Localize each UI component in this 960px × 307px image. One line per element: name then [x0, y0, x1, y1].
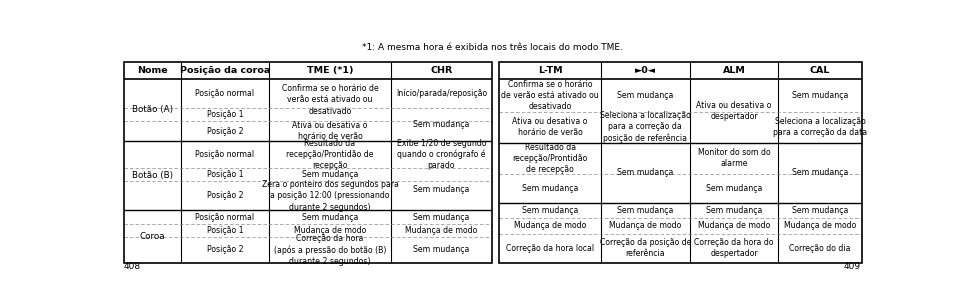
Text: Posição normal: Posição normal [196, 212, 254, 222]
Text: Sem mudança: Sem mudança [792, 91, 849, 100]
Text: Correção da hora local: Correção da hora local [506, 244, 594, 253]
Text: Posição 1: Posição 1 [206, 170, 243, 179]
Text: Ativa ou desativa o
despertador: Ativa ou desativa o despertador [696, 101, 772, 121]
Text: Monitor do som do
alarme: Monitor do som do alarme [698, 148, 770, 168]
Text: ALM: ALM [723, 66, 746, 75]
Text: Botão (A): Botão (A) [132, 105, 173, 114]
Text: Posição 1: Posição 1 [206, 110, 243, 119]
Text: Nome: Nome [137, 66, 168, 75]
Text: Exibe 1/20 de segundo
quando o cronógrafo é
parado: Exibe 1/20 de segundo quando o cronógraf… [396, 138, 486, 170]
Text: Correção do dia: Correção do dia [789, 244, 851, 253]
Text: ►0◄: ►0◄ [635, 66, 656, 75]
Text: Mudança de modo: Mudança de modo [405, 226, 477, 235]
Text: Sem mudança: Sem mudança [617, 91, 674, 100]
Text: Sem mudança: Sem mudança [413, 246, 469, 255]
Text: Sem mudança: Sem mudança [301, 212, 358, 222]
Text: Início/parada/reposição: Início/parada/reposição [396, 89, 487, 98]
Text: Ativa ou desativa o
horário de verão: Ativa ou desativa o horário de verão [513, 117, 588, 137]
Text: Mudança de modo: Mudança de modo [294, 226, 366, 235]
Text: Sem mudança: Sem mudança [617, 168, 674, 177]
Bar [124, 62, 492, 262]
Text: Posição 1: Posição 1 [206, 226, 243, 235]
Text: Posição 2: Posição 2 [206, 246, 243, 255]
Text: Posição normal: Posição normal [196, 89, 254, 98]
Text: L-TM: L-TM [538, 66, 563, 75]
Text: Mudança de modo: Mudança de modo [514, 221, 587, 231]
Text: CHR: CHR [430, 66, 452, 75]
Text: Ativa ou desativa o
horário de verão: Ativa ou desativa o horário de verão [292, 121, 368, 141]
Text: Sem mudança: Sem mudança [413, 185, 469, 194]
Text: Sem mudança: Sem mudança [706, 184, 762, 193]
Text: Sem mudança: Sem mudança [617, 206, 674, 215]
Text: Botão (B): Botão (B) [132, 171, 173, 180]
Text: Seleciona a localização
para a correção da data: Seleciona a localização para a correção … [773, 117, 867, 137]
Text: Confirma se o horário de
verão está ativado ou
desativado: Confirma se o horário de verão está ativ… [281, 84, 378, 115]
Text: Sem mudança: Sem mudança [706, 206, 762, 215]
Text: *1: A mesma hora é exibida nos três locais do modo TME.: *1: A mesma hora é exibida nos três loca… [362, 43, 622, 52]
Bar [499, 62, 862, 262]
Text: Sem mudança: Sem mudança [413, 212, 469, 222]
Text: TME (*1): TME (*1) [306, 66, 353, 75]
Text: Seleciona a localização
para a correção da
posição de referência: Seleciona a localização para a correção … [600, 111, 690, 143]
Text: Sem mudança: Sem mudança [522, 206, 578, 215]
Text: Correção da posição de
referência: Correção da posição de referência [600, 238, 691, 258]
Text: Sem mudança: Sem mudança [522, 184, 578, 193]
Text: Zera o ponteiro dos segundos para
a posição 12:00 (pressionando
durante 2 segund: Zera o ponteiro dos segundos para a posi… [261, 180, 398, 212]
Text: Sem mudança: Sem mudança [792, 168, 849, 177]
Text: Resultado da
recepção/Prontidão de
recepção: Resultado da recepção/Prontidão de recep… [286, 139, 373, 170]
Text: Sem mudança: Sem mudança [792, 206, 849, 215]
Text: Mudança de modo: Mudança de modo [610, 221, 682, 231]
Text: Coroa: Coroa [139, 232, 165, 241]
Text: 409: 409 [843, 262, 860, 271]
Text: Correção da hora do
despertador: Correção da hora do despertador [694, 238, 774, 258]
Text: Sem mudança: Sem mudança [301, 170, 358, 179]
Text: Mudança de modo: Mudança de modo [698, 221, 770, 231]
Text: Correção da hora
(após a pressão do botão (B)
durante 2 segundos): Correção da hora (após a pressão do botã… [274, 234, 386, 266]
Text: CAL: CAL [810, 66, 830, 75]
Text: 408: 408 [124, 262, 141, 271]
Text: Posição 2: Posição 2 [206, 126, 243, 135]
Text: Mudança de modo: Mudança de modo [784, 221, 856, 231]
Text: Posição normal: Posição normal [196, 150, 254, 159]
Text: Posição da coroa: Posição da coroa [180, 66, 270, 75]
Text: Resultado da
recepção/Prontidão
de recepção: Resultado da recepção/Prontidão de recep… [513, 143, 588, 174]
Text: Posição 2: Posição 2 [206, 191, 243, 200]
Text: Sem mudança: Sem mudança [413, 120, 469, 129]
Text: Confirma se o horário
de verão está ativado ou
desativado: Confirma se o horário de verão está ativ… [501, 80, 599, 111]
